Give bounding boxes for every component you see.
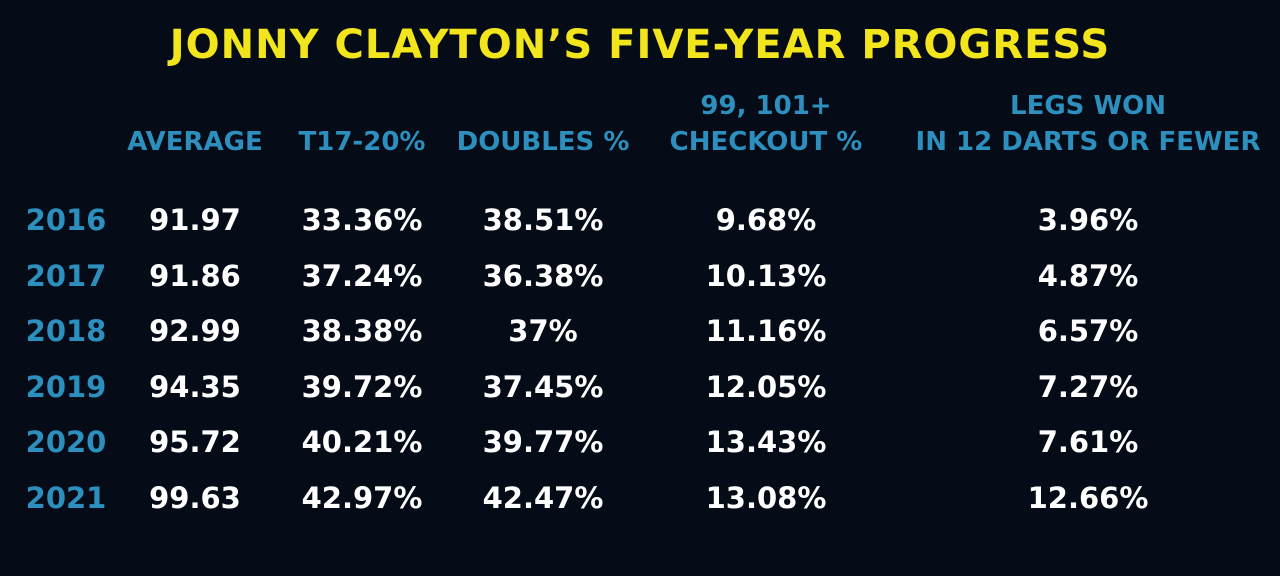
cell-legs: 6.57% (1037, 314, 1139, 349)
column-header-line: CHECKOUT % (669, 127, 863, 157)
table-row: 2021 99.63 42.97% 42.47% 13.08% 12.66% (0, 478, 1280, 518)
column-header-line: 99, 101+ (700, 91, 832, 121)
cell-legs: 12.66% (1027, 481, 1149, 515)
year-label: 2020 (25, 425, 107, 460)
column-header-legs: LEGS WON IN 12 DARTS OR FEWER (898, 88, 1278, 160)
table-row: 2020 95.72 40.21% 39.77% 13.43% 7.61% (0, 422, 1280, 462)
column-header-checkout: 99, 101+ CHECKOUT % (646, 88, 886, 160)
cell-t17_20: 33.36% (301, 203, 423, 237)
cell-checkout: 12.05% (705, 369, 827, 404)
cell-average: 91.86 (149, 258, 241, 293)
column-header-line: T17-20% (298, 127, 426, 157)
cell-doubles: 42.47% (482, 481, 604, 515)
table-row: 2019 94.35 39.72% 37.45% 12.05% 7.27% (0, 367, 1280, 407)
column-header-line: DOUBLES % (456, 127, 630, 157)
cell-average: 99.63 (149, 481, 241, 515)
cell-legs: 7.27% (1037, 369, 1139, 404)
cell-checkout: 9.68% (715, 203, 817, 237)
year-label: 2021 (25, 481, 107, 515)
cell-checkout: 11.16% (705, 314, 827, 349)
cell-t17_20: 42.97% (301, 481, 423, 515)
cell-checkout: 13.08% (705, 481, 827, 515)
cell-doubles: 37.45% (482, 369, 604, 404)
column-header-doubles: DOUBLES % (448, 124, 638, 160)
cell-t17_20: 40.21% (301, 425, 423, 460)
year-label: 2018 (25, 314, 107, 349)
cell-average: 91.97 (149, 203, 241, 237)
column-header-line: IN 12 DARTS OR FEWER (915, 127, 1261, 157)
table-row: 2017 91.86 37.24% 36.38% 10.13% 4.87% (0, 256, 1280, 296)
cell-t17_20: 39.72% (301, 369, 423, 404)
cell-legs: 7.61% (1037, 425, 1139, 460)
cell-average: 92.99 (149, 314, 241, 349)
cell-average: 94.35 (149, 369, 241, 404)
year-label: 2016 (25, 203, 107, 237)
cell-doubles: 38.51% (482, 203, 604, 237)
cell-doubles: 36.38% (482, 258, 604, 293)
column-header-line: AVERAGE (127, 127, 263, 157)
cell-average: 95.72 (149, 425, 241, 460)
year-label: 2019 (25, 369, 107, 404)
cell-legs: 4.87% (1037, 258, 1139, 293)
table-row: 2016 91.97 33.36% 38.51% 9.68% 3.96% (0, 200, 1280, 240)
chart-title: JONNY CLAYTON’S FIVE-YEAR PROGRESS (169, 22, 1111, 68)
column-header-average: AVERAGE (110, 124, 280, 160)
cell-t17_20: 37.24% (301, 258, 423, 293)
table-row: 2018 92.99 38.38% 37% 11.16% 6.57% (0, 311, 1280, 351)
cell-t17_20: 38.38% (301, 314, 423, 349)
cell-doubles: 37% (508, 314, 578, 349)
cell-doubles: 39.77% (482, 425, 604, 460)
year-label: 2017 (25, 258, 107, 293)
cell-checkout: 13.43% (705, 425, 827, 460)
column-header-t17_20: T17-20% (282, 124, 442, 160)
cell-legs: 3.96% (1037, 203, 1139, 237)
column-header-line: LEGS WON (1010, 91, 1166, 121)
cell-checkout: 10.13% (705, 258, 827, 293)
